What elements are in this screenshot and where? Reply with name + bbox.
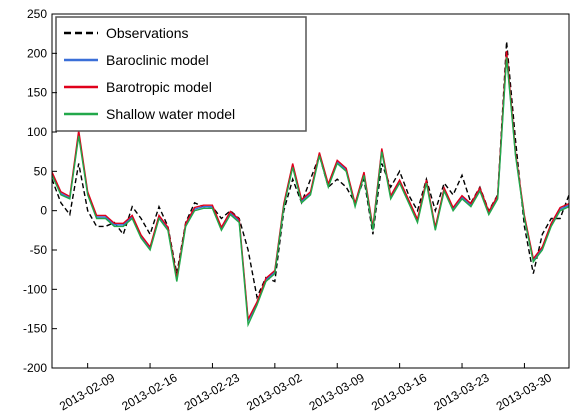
legend-label: Baroclinic model [106,52,209,68]
y-tick-label: -150 [23,322,47,336]
y-tick-label: 150 [27,86,47,100]
plot-frame [51,13,570,369]
y-tick-label: 250 [27,7,47,21]
y-tick-label: 50 [34,164,48,178]
legend-label: Shallow water model [106,106,235,122]
x-tick-label: 2013-03-09 [307,370,367,413]
y-tick-label: -100 [23,282,47,296]
y-tick-label: 0 [40,204,47,218]
series-line [52,57,569,328]
x-tick-label: 2013-03-30 [494,370,554,413]
legend-label: Barotropic model [106,79,212,95]
y-tick-label: -50 [30,243,48,257]
x-tick-label: 2013-03-23 [431,370,491,413]
y-tick-label: -200 [23,361,47,375]
x-tick-label: 2013-03-02 [244,370,304,413]
x-tick-label: 2013-03-16 [369,370,429,413]
x-tick-label: 2013-02-09 [57,370,117,413]
legend-box [55,16,307,132]
legend-label: Observations [106,25,188,41]
y-tick-label: 200 [27,46,47,60]
y-tick-label: 100 [27,125,47,139]
x-tick-label: 2013-02-16 [119,370,179,413]
x-tick-label: 2013-02-23 [182,370,242,413]
